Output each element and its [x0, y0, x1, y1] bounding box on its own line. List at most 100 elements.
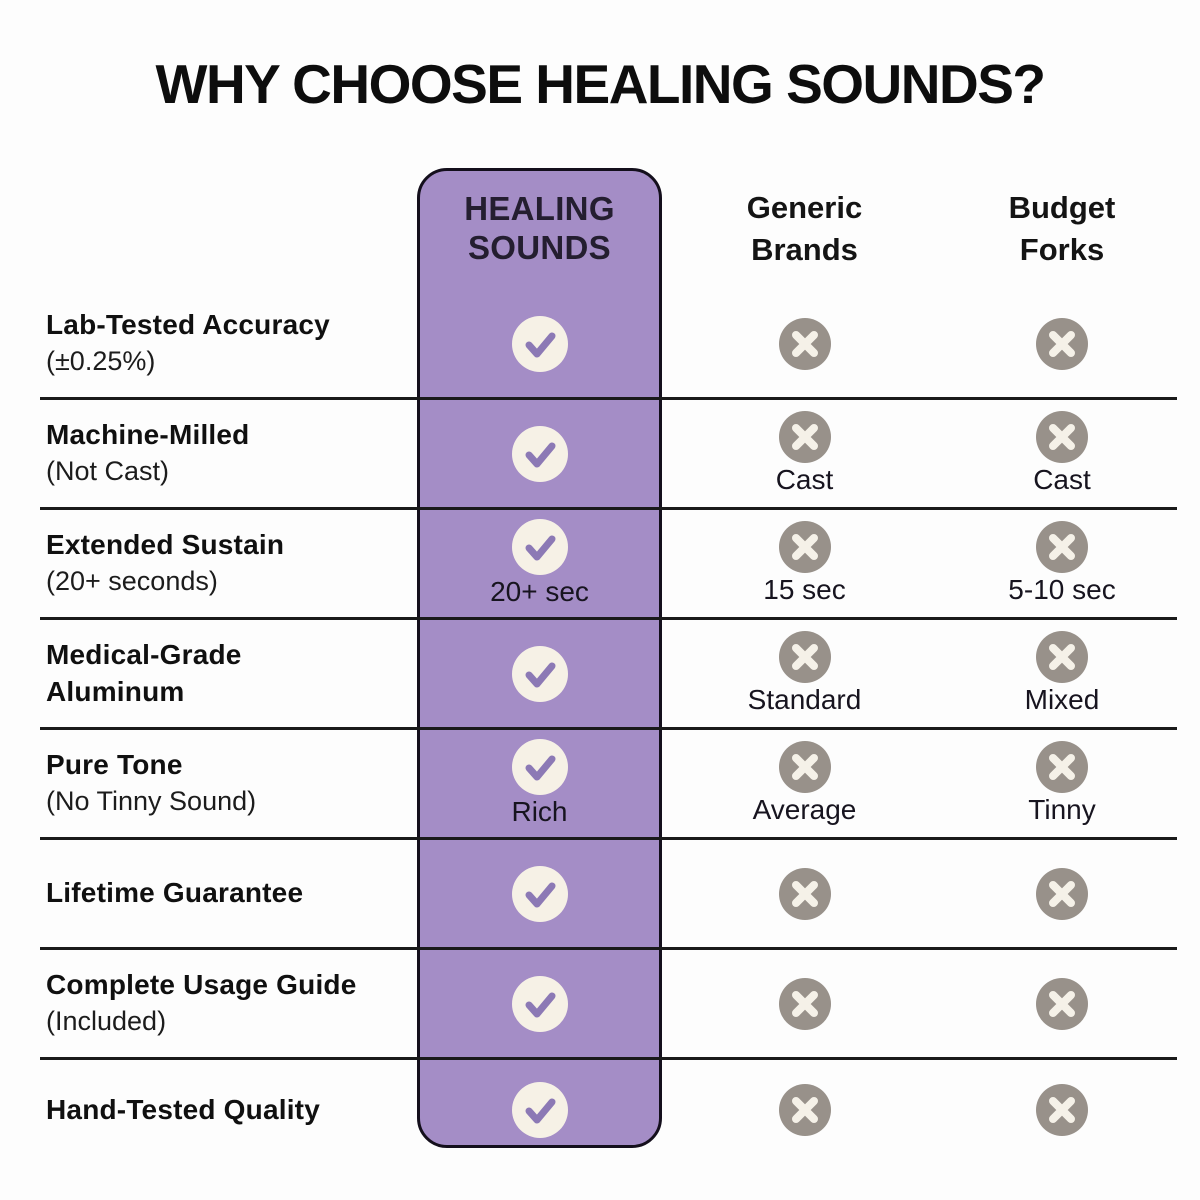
cell-budget: 5-10 sec: [947, 510, 1177, 617]
feature-name-line2: Aluminum: [46, 675, 185, 707]
feature-name: Lifetime Guarantee: [46, 877, 304, 909]
check-icon: [511, 425, 568, 482]
feature-label: Pure Tone (No Tinny Sound): [40, 730, 417, 837]
cell-note: Rich: [511, 796, 568, 828]
cell-generic: Standard: [662, 620, 947, 727]
feature-label: Extended Sustain (20+ seconds): [40, 510, 417, 617]
table-row: Pure Tone (No Tinny Sound) Rich Average …: [40, 730, 1177, 840]
cell-note: Mixed: [1024, 684, 1100, 716]
brand-name-line1: HEALING: [464, 190, 615, 228]
feature-name: Pure Tone: [46, 749, 183, 781]
cell-healing: [417, 620, 662, 727]
cell-note: Cast: [1033, 464, 1091, 496]
check-icon: [511, 739, 568, 796]
table-row: Extended Sustain (20+ seconds) 20+ sec 1…: [40, 510, 1177, 620]
table-row: Medical-Grade Aluminum Standard Mixed: [40, 620, 1177, 730]
comparison-table: HEALING SOUNDS Generic Brands Budget For…: [40, 168, 1177, 1148]
cell-budget: Tinny: [947, 730, 1177, 837]
cell-healing: [417, 290, 662, 397]
table-row: Lab-Tested Accuracy (±0.25%): [40, 290, 1177, 400]
x-icon: [778, 631, 831, 684]
cell-generic: [662, 290, 947, 397]
x-icon: [778, 411, 831, 464]
x-icon: [1036, 741, 1088, 794]
cell-healing: [417, 950, 662, 1057]
cell-healing: [417, 400, 662, 507]
cell-note: Average: [752, 794, 857, 826]
cell-budget: Cast: [947, 400, 1177, 507]
x-icon: [1036, 521, 1088, 574]
brand-name-line2: SOUNDS: [468, 229, 611, 266]
table-row: Hand-Tested Quality: [40, 1060, 1177, 1160]
cell-budget: [947, 840, 1177, 947]
x-icon: [1036, 977, 1088, 1030]
x-icon: [778, 741, 831, 794]
feature-detail: (Included): [46, 1006, 167, 1037]
feature-detail: (20+ seconds): [46, 566, 218, 597]
feature-label: Lifetime Guarantee: [40, 840, 417, 947]
feature-detail: (Not Cast): [46, 456, 170, 487]
cell-budget: [947, 290, 1177, 397]
feature-name: Lab-Tested Accuracy: [46, 309, 330, 341]
cell-budget: [947, 950, 1177, 1057]
table-row: Complete Usage Guide (Included): [40, 950, 1177, 1060]
table-header-row: HEALING SOUNDS Generic Brands Budget For…: [40, 168, 1177, 290]
column-header-generic-brands: Generic Brands: [662, 168, 947, 290]
x-icon: [1036, 411, 1088, 464]
column-header-healing-sounds: HEALING SOUNDS: [417, 168, 662, 290]
check-icon: [511, 1082, 568, 1138]
page-title: WHY CHOOSE HEALING SOUNDS?: [155, 53, 1046, 115]
feature-name: Complete Usage Guide: [46, 969, 357, 1001]
feature-label: Complete Usage Guide (Included): [40, 950, 417, 1057]
feature-label: Hand-Tested Quality: [40, 1060, 417, 1160]
cell-note: 15 sec: [763, 574, 846, 606]
x-icon: [1036, 631, 1088, 684]
cell-healing: 20+ sec: [417, 510, 662, 617]
feature-label: Lab-Tested Accuracy (±0.25%): [40, 290, 417, 397]
cell-generic: 15 sec: [662, 510, 947, 617]
header-spacer: [40, 168, 417, 290]
budget-header-line2: Forks: [1019, 232, 1105, 267]
table-row: Lifetime Guarantee: [40, 840, 1177, 950]
cell-generic: Cast: [662, 400, 947, 507]
check-icon: [511, 975, 568, 1032]
feature-name: Medical-Grade: [46, 638, 242, 670]
check-icon: [511, 645, 568, 702]
generic-header-line1: Generic: [746, 190, 863, 226]
cell-healing: [417, 840, 662, 947]
x-icon: [1036, 1084, 1088, 1136]
cell-note: Standard: [747, 684, 862, 716]
cell-budget: Mixed: [947, 620, 1177, 727]
feature-name: Machine-Milled: [46, 419, 250, 451]
cell-generic: [662, 1060, 947, 1160]
feature-detail: (±0.25%): [46, 346, 156, 377]
cell-healing: Rich: [417, 730, 662, 837]
cell-generic: [662, 950, 947, 1057]
cell-generic: [662, 840, 947, 947]
table-row: Machine-Milled (Not Cast) Cast Cast: [40, 400, 1177, 510]
feature-label: Medical-Grade Aluminum: [40, 620, 417, 727]
budget-header-line1: Budget: [1008, 190, 1116, 226]
cell-note: 5-10 sec: [1008, 574, 1116, 606]
check-icon: [511, 519, 568, 576]
cell-note: 20+ sec: [490, 576, 589, 608]
column-header-budget-forks: Budget Forks: [947, 168, 1177, 290]
cell-budget: [947, 1060, 1177, 1160]
feature-detail: (No Tinny Sound): [46, 786, 257, 817]
feature-name: Hand-Tested Quality: [46, 1093, 320, 1125]
cell-note: Cast: [775, 464, 834, 496]
x-icon: [778, 977, 831, 1030]
x-icon: [1036, 867, 1088, 920]
check-icon: [511, 315, 568, 372]
x-icon: [1036, 317, 1088, 370]
x-icon: [778, 1084, 831, 1136]
cell-generic: Average: [662, 730, 947, 837]
feature-name: Extended Sustain: [46, 529, 285, 561]
check-icon: [511, 865, 568, 922]
generic-header-line2: Brands: [751, 232, 858, 267]
x-icon: [778, 317, 831, 370]
cell-note: Tinny: [1028, 794, 1096, 826]
x-icon: [778, 867, 831, 920]
feature-label: Machine-Milled (Not Cast): [40, 400, 417, 507]
